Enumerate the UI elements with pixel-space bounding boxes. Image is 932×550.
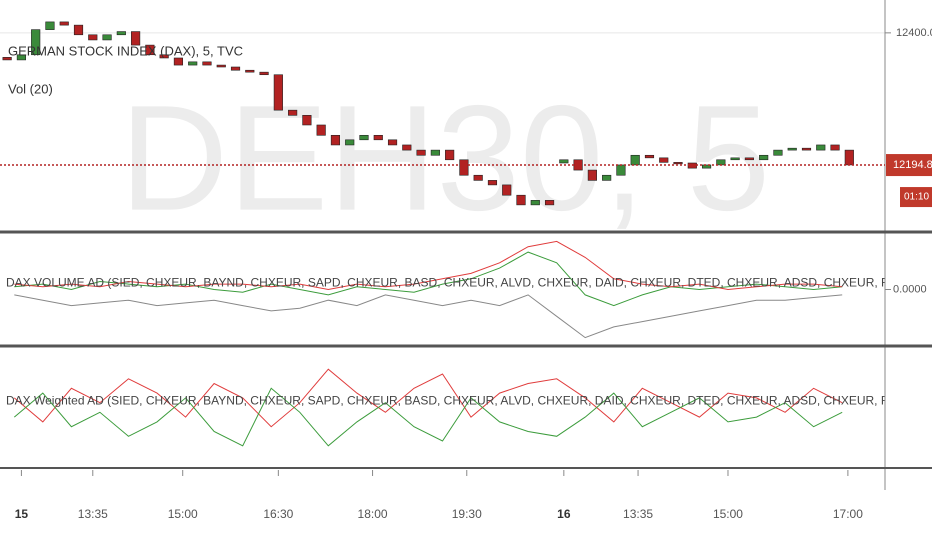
candle-body [188,61,198,66]
candle-body [73,24,84,36]
candle-body [559,159,569,164]
candle-body [131,31,141,46]
candle-body [659,157,669,163]
candle-body [759,154,769,161]
x-tick-label: 16 [557,507,571,521]
last-price-label: 12194.8 [893,159,932,171]
candle-body [744,157,754,161]
indicator-line [14,240,843,291]
candle-body [102,34,112,41]
candle-body [16,54,26,61]
x-tick-label: 19:30 [452,507,482,521]
indicator-line [13,368,843,428]
candle-body [116,31,126,36]
candle-body [245,69,255,73]
candle-body [430,149,440,156]
candle-body [59,21,69,26]
candle-body [202,61,212,66]
candle-body [145,44,155,56]
candle-body [316,124,326,136]
watermark: DEH30, 5 [120,74,770,242]
indicator-label: Vol (20) [8,81,53,96]
candle-body [602,174,612,181]
candle-body [359,134,369,141]
candle-body [288,109,298,116]
countdown-label: 01:10 [904,192,929,203]
candle-body [516,194,526,206]
candle-body [459,159,469,176]
x-tick-label: 15 [15,507,29,521]
candle-body [173,57,184,66]
candle-body [644,154,655,159]
candle-body [701,164,712,169]
candle-body [387,139,398,146]
x-tick-label: 13:35 [78,507,108,521]
candle-body [730,157,740,161]
y-tick-label: 0.0000 [893,283,927,295]
indicator-line [14,251,843,307]
candle-body [45,21,55,30]
plot-area: DAX VOLUME AD (SIED, CHXEUR, BAYND, CHXE… [0,21,932,447]
last-price-box [886,154,932,177]
candle-body [787,147,797,151]
candle-body [273,74,283,111]
chart-title: GERMAN STOCK INDEX (DAX), 5, TVC [8,43,243,58]
candle-body [502,184,512,196]
candle-body [2,57,12,61]
x-tick-label: 15:00 [168,507,198,521]
candle-body [416,149,426,156]
candle-body [302,115,312,126]
candle-body [830,144,840,151]
candle-body [159,54,169,59]
x-tick-label: 16:30 [263,507,293,521]
candle-body [216,64,226,68]
indicator-line [14,294,843,339]
candle-body [616,164,626,176]
candle-body [445,149,455,161]
x-tick-label: 13:35 [623,507,653,521]
candle-body [673,162,683,165]
candle-body [530,200,540,206]
candle-body [88,34,98,41]
x-tick-label: 18:00 [358,507,388,521]
candle-body [402,144,412,151]
candle-body [801,147,812,151]
candle-body [630,154,640,166]
candle-body [844,149,854,166]
candle-body [544,200,555,206]
candle-body [230,66,241,71]
indicator-line [13,387,843,447]
candle-body [373,134,383,141]
x-tick-label: 15:00 [713,507,743,521]
candle-body [330,134,341,146]
indicator-label: DAX Weighted AD (SIED, CHXEUR, BAYND, CH… [6,394,932,408]
countdown-box [900,187,932,208]
candle-body [473,174,483,181]
x-tick-label: 17:00 [833,507,863,521]
candle-body [716,159,726,166]
candle-body [259,71,269,76]
y-tick-label: 12400.0 [896,27,932,39]
indicator-label: DAX VOLUME AD (SIED, CHXEUR, BAYND, CHXE… [6,276,932,290]
candle-body [816,144,826,151]
candle-body [587,169,597,181]
candle-body [773,149,783,156]
candle-body [345,139,355,146]
candle-body [487,180,498,186]
candle-body [31,29,41,56]
